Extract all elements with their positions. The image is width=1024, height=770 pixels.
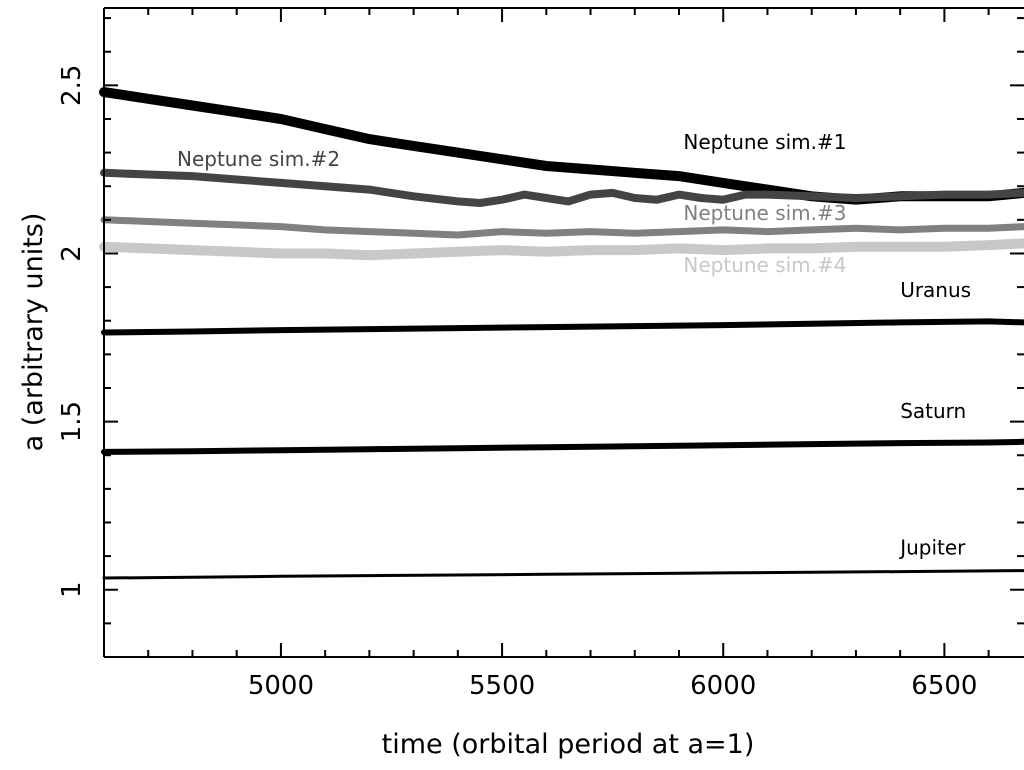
y-axis-title: a (arbitrary units) xyxy=(18,213,49,452)
x-axis-title: time (orbital period at a=1) xyxy=(382,729,755,760)
series-line-jupiter xyxy=(102,569,1024,580)
y-tick-label: 2 xyxy=(57,245,87,262)
axes-layer xyxy=(103,7,1024,658)
series-label: Neptune sim.#3 xyxy=(683,201,846,225)
series-layer xyxy=(99,87,1024,580)
y-tick-label: 1.5 xyxy=(57,401,87,442)
series-label: Uranus xyxy=(900,278,971,302)
x-tick-label: 5000 xyxy=(248,671,314,701)
series-line-saturn xyxy=(101,438,1024,455)
y-tick-label: 2.5 xyxy=(57,65,87,106)
series-label: Neptune sim.#4 xyxy=(683,253,846,277)
series-label: Neptune sim.#2 xyxy=(177,147,340,171)
series-label: Jupiter xyxy=(898,535,966,559)
series-label: Saturn xyxy=(900,399,966,423)
y-tick-label: 1 xyxy=(57,581,87,598)
x-tick-label: 6500 xyxy=(911,671,977,701)
series-label: Neptune sim.#1 xyxy=(683,130,846,154)
series-line-neptune-sim-4 xyxy=(99,238,1024,261)
ticks-layer: 5000 5500 6000 6500 1 1.5 2 2.5 xyxy=(57,8,1024,701)
x-tick-label: 5500 xyxy=(469,671,535,701)
x-tick-label: 6000 xyxy=(690,671,756,701)
series-line-neptune-sim-2 xyxy=(100,168,1024,207)
series-line-neptune-sim-3 xyxy=(100,216,1024,239)
series-line-uranus xyxy=(101,318,1024,336)
labels-layer: Neptune sim.#1 Neptune sim.#2 Neptune sim.… xyxy=(177,130,971,559)
